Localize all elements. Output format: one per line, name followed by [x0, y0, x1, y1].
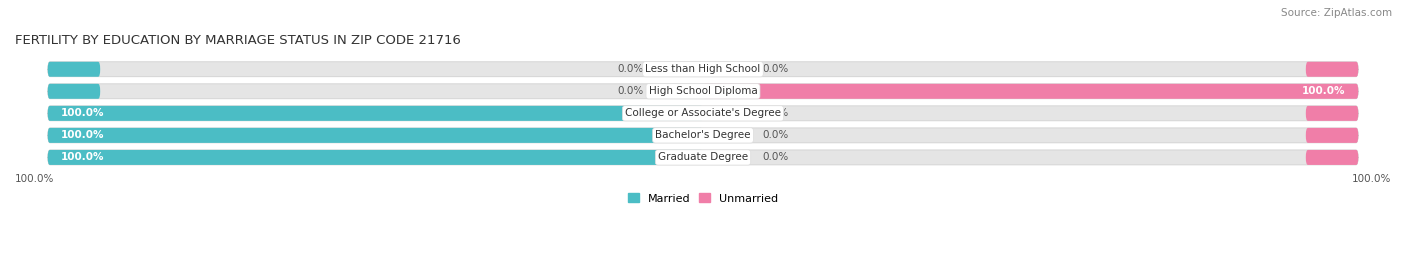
Text: 100.0%: 100.0%	[60, 130, 104, 140]
FancyBboxPatch shape	[48, 106, 1358, 121]
FancyBboxPatch shape	[48, 62, 1358, 77]
Text: Graduate Degree: Graduate Degree	[658, 153, 748, 162]
FancyBboxPatch shape	[1306, 106, 1358, 121]
FancyBboxPatch shape	[48, 106, 703, 121]
FancyBboxPatch shape	[48, 150, 1358, 165]
FancyBboxPatch shape	[48, 128, 703, 143]
FancyBboxPatch shape	[48, 62, 100, 77]
Legend: Married, Unmarried: Married, Unmarried	[627, 193, 779, 204]
FancyBboxPatch shape	[48, 150, 703, 165]
Text: 0.0%: 0.0%	[617, 64, 644, 74]
Text: 100.0%: 100.0%	[60, 153, 104, 162]
Text: 0.0%: 0.0%	[762, 153, 789, 162]
Text: College or Associate's Degree: College or Associate's Degree	[626, 108, 780, 118]
Text: Bachelor's Degree: Bachelor's Degree	[655, 130, 751, 140]
Text: 0.0%: 0.0%	[762, 64, 789, 74]
Text: 0.0%: 0.0%	[762, 108, 789, 118]
Text: 100.0%: 100.0%	[1351, 174, 1391, 184]
Text: Less than High School: Less than High School	[645, 64, 761, 74]
FancyBboxPatch shape	[1306, 62, 1358, 77]
Text: FERTILITY BY EDUCATION BY MARRIAGE STATUS IN ZIP CODE 21716: FERTILITY BY EDUCATION BY MARRIAGE STATU…	[15, 34, 461, 47]
FancyBboxPatch shape	[48, 84, 100, 99]
Text: High School Diploma: High School Diploma	[648, 86, 758, 96]
FancyBboxPatch shape	[703, 84, 1358, 99]
Text: 100.0%: 100.0%	[60, 108, 104, 118]
Text: 100.0%: 100.0%	[1302, 86, 1346, 96]
Text: Source: ZipAtlas.com: Source: ZipAtlas.com	[1281, 8, 1392, 18]
FancyBboxPatch shape	[1306, 150, 1358, 165]
Text: 100.0%: 100.0%	[15, 174, 55, 184]
FancyBboxPatch shape	[1306, 128, 1358, 143]
Text: 0.0%: 0.0%	[762, 130, 789, 140]
FancyBboxPatch shape	[48, 84, 1358, 99]
Text: 0.0%: 0.0%	[617, 86, 644, 96]
FancyBboxPatch shape	[48, 128, 1358, 143]
